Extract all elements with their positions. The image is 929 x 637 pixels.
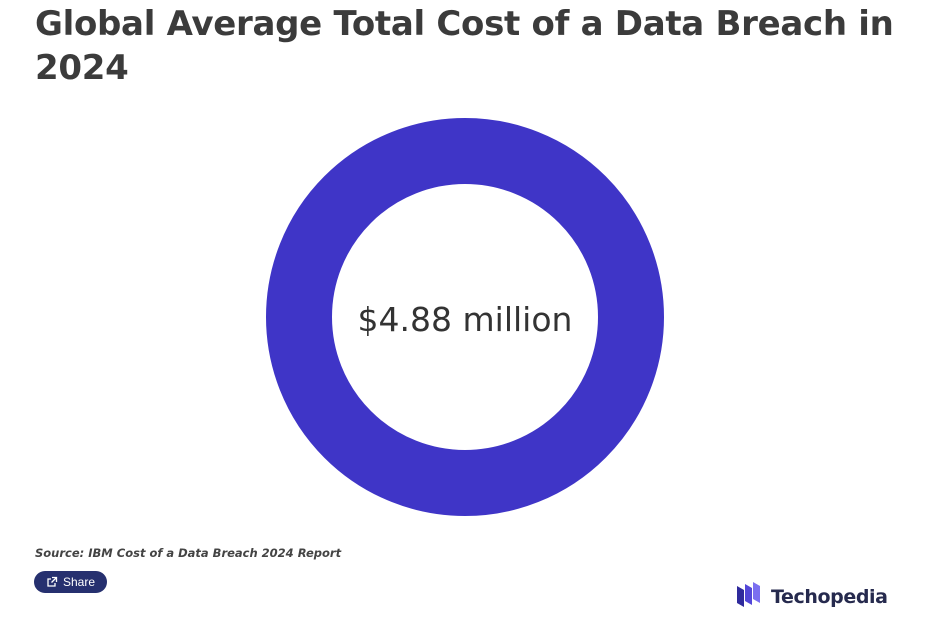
source-note: Source: IBM Cost of a Data Breach 2024 R… xyxy=(35,546,342,560)
center-value-label: $4.88 million xyxy=(358,300,573,339)
donut-chart-svg: $4.88 million xyxy=(266,118,664,516)
techopedia-logo: Techopedia xyxy=(736,581,888,613)
chart-title: Global Average Total Cost of a Data Brea… xyxy=(35,4,894,88)
share-button-label: Share xyxy=(62,575,96,589)
techopedia-logo-icon xyxy=(736,581,762,613)
donut-chart: $4.88 million xyxy=(265,117,665,517)
donut-slice xyxy=(266,118,664,516)
donut-ring-layer xyxy=(266,118,664,516)
logo-text: Techopedia xyxy=(771,586,888,608)
share-icon xyxy=(46,576,58,588)
share-button[interactable]: Share xyxy=(34,571,107,593)
